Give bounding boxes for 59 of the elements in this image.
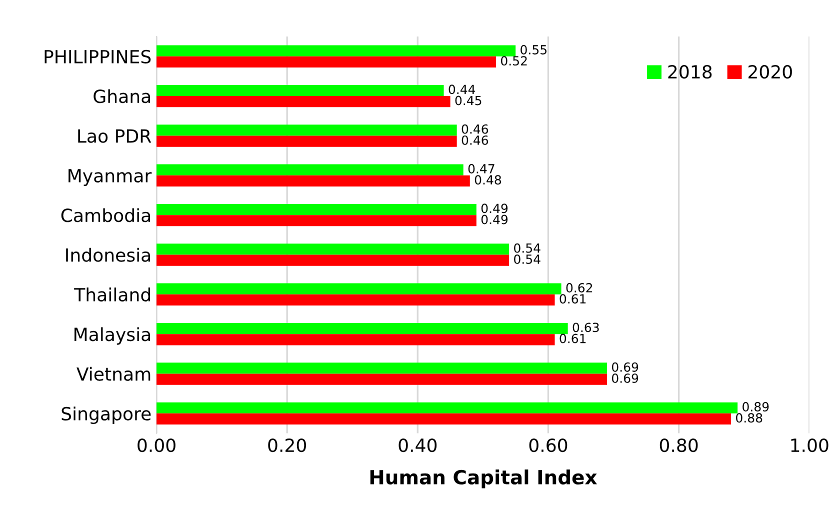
y-tick-label: PHILIPPINES (44, 50, 151, 64)
bar (156, 334, 555, 346)
data-label: 0.47 (468, 164, 494, 174)
bar (156, 244, 510, 255)
data-label: 0.61 (560, 334, 586, 344)
bar (156, 254, 510, 266)
bar (156, 283, 562, 294)
x-tick-label: 0.20 (268, 438, 306, 452)
bar (156, 374, 607, 385)
y-tick-label: Lao PDR (78, 129, 152, 143)
x-tick-label: 0.60 (529, 438, 568, 452)
data-label: 0.69 (612, 373, 638, 383)
y-tick-label: Myanmar (68, 169, 152, 186)
data-label: 0.88 (736, 413, 762, 423)
data-label: 0.69 (612, 362, 638, 372)
data-label: 0.49 (481, 204, 508, 214)
data-label: 0.48 (474, 175, 502, 185)
bar (156, 204, 476, 216)
bar (156, 413, 732, 425)
bar (156, 56, 496, 68)
data-label: 0.62 (566, 283, 592, 292)
data-label: 0.89 (742, 402, 769, 412)
bar (156, 136, 457, 147)
data-label: 0.45 (455, 96, 482, 106)
bar (156, 294, 555, 306)
bar (156, 45, 516, 56)
data-label: 0.55 (520, 44, 546, 54)
data-label: 0.46 (462, 124, 488, 134)
data-label: 0.54 (514, 243, 540, 253)
bar (156, 96, 450, 108)
y-tick-label: Cambodia (61, 208, 150, 222)
data-label: 0.44 (448, 84, 476, 94)
x-tick-label: 0.00 (138, 438, 176, 452)
x-tick-label: 0.80 (660, 438, 698, 452)
bar (156, 164, 464, 176)
x-tick-label: 1.00 (791, 438, 828, 452)
y-tick-label: Ghana (94, 89, 150, 104)
bar (156, 124, 457, 136)
data-label: 0.54 (514, 254, 540, 264)
y-tick-label: Indonesia (66, 248, 150, 262)
legend-label: 2018 (668, 65, 712, 79)
y-tick-label: Malaysia (74, 327, 150, 345)
data-label: 0.52 (500, 56, 527, 66)
bar (156, 362, 607, 374)
x-tick-label: 0.40 (398, 438, 437, 452)
bar (156, 175, 470, 186)
legend-label: 2020 (748, 65, 792, 79)
bar (156, 215, 476, 226)
y-tick-label: Vietnam (76, 366, 150, 381)
data-label: 0.49 (481, 214, 508, 224)
x-axis-title: Human Capital Index (370, 469, 597, 488)
bar (156, 402, 738, 414)
data-label: 0.63 (572, 322, 599, 332)
data-label: 0.61 (560, 294, 586, 304)
y-tick-label: Thailand (74, 288, 150, 302)
bar (156, 84, 444, 96)
bar (156, 322, 568, 334)
y-tick-label: Singapore (62, 406, 151, 424)
data-label: 0.46 (462, 135, 488, 145)
